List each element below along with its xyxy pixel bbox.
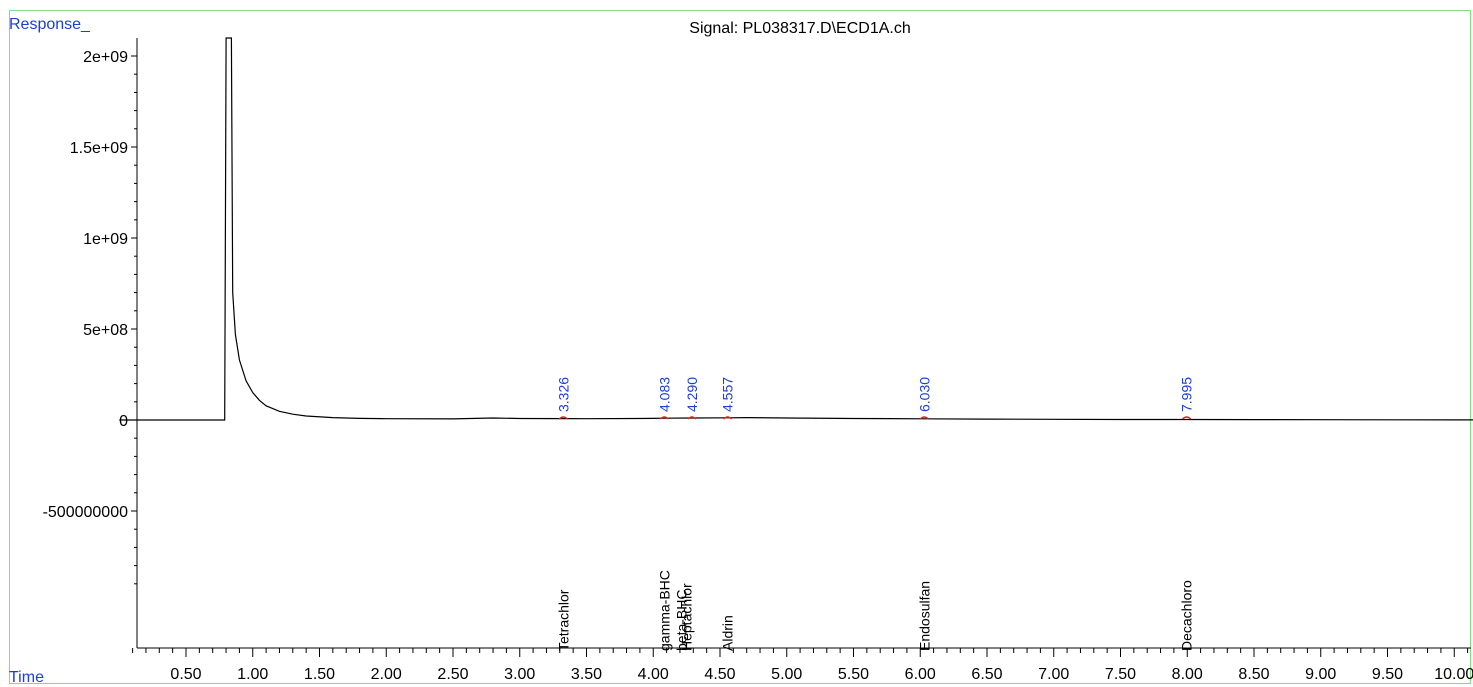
x-tick-label: 2.00 <box>371 666 402 683</box>
compound-label: Tetrachlor <box>555 589 571 651</box>
x-tick-label: 4.50 <box>704 666 735 683</box>
x-tick-label: 1.00 <box>237 666 268 683</box>
compound-label: Aldrin <box>720 615 736 651</box>
compound-label: Endosulfan <box>916 581 932 651</box>
x-tick-label: 2.50 <box>437 666 468 683</box>
y-tick-label: -500000000 <box>43 504 129 521</box>
peak-marker <box>558 416 568 420</box>
compound-label: beta-BHC <box>673 590 689 651</box>
x-tick-label: 7.00 <box>1038 666 1069 683</box>
y-tick-label: 5e+08 <box>83 322 128 339</box>
plot-frame <box>9 10 1471 684</box>
x-tick-label: 9.50 <box>1372 666 1403 683</box>
peak-marker <box>723 416 733 420</box>
x-tick-label: 7.50 <box>1105 666 1136 683</box>
peak-marker <box>1182 416 1192 420</box>
x-tick-label: 9.00 <box>1305 666 1336 683</box>
compound-label: gamma-BHC <box>656 570 672 651</box>
peak-time-label: 3.326 <box>555 377 571 412</box>
compound-label: Decachloro <box>1179 580 1195 651</box>
peak-marker <box>919 416 929 420</box>
peak-time-label: 4.557 <box>720 377 736 412</box>
x-tick-label: 3.00 <box>504 666 535 683</box>
x-tick-label: 5.00 <box>771 666 802 683</box>
signal-trace <box>119 37 1473 421</box>
y-tick-label: 0 <box>119 413 128 430</box>
peak-time-label: 4.083 <box>656 377 672 412</box>
y-tick-label: 1.5e+09 <box>70 140 128 157</box>
y-tick-label: 2e+09 <box>83 49 128 66</box>
y-tick-label: 1e+09 <box>83 231 128 248</box>
x-axis-title: Time <box>9 669 44 686</box>
peak-time-label: 6.030 <box>916 377 932 412</box>
x-tick-label: 1.50 <box>304 666 335 683</box>
x-tick-label: 6.50 <box>971 666 1002 683</box>
compound-label: Heptachlor <box>679 583 695 651</box>
x-tick-label: 5.50 <box>838 666 869 683</box>
x-tick-label: 8.50 <box>1238 666 1269 683</box>
peak-marker <box>659 416 669 420</box>
x-tick-label: 8.00 <box>1172 666 1203 683</box>
y-axis-title: Response_ <box>9 16 90 33</box>
peak-marker <box>687 416 697 420</box>
peak-time-label: 7.995 <box>1179 377 1195 412</box>
x-tick-label: 4.00 <box>638 666 669 683</box>
x-tick-label: 3.50 <box>571 666 602 683</box>
x-tick-label: 10.00 <box>1434 666 1473 683</box>
peak-time-label: 4.290 <box>684 377 700 412</box>
x-tick-label: 0.50 <box>170 666 201 683</box>
chart-title: Signal: PL038317.D\ECD1A.ch <box>689 20 911 37</box>
x-tick-label: 6.00 <box>905 666 936 683</box>
